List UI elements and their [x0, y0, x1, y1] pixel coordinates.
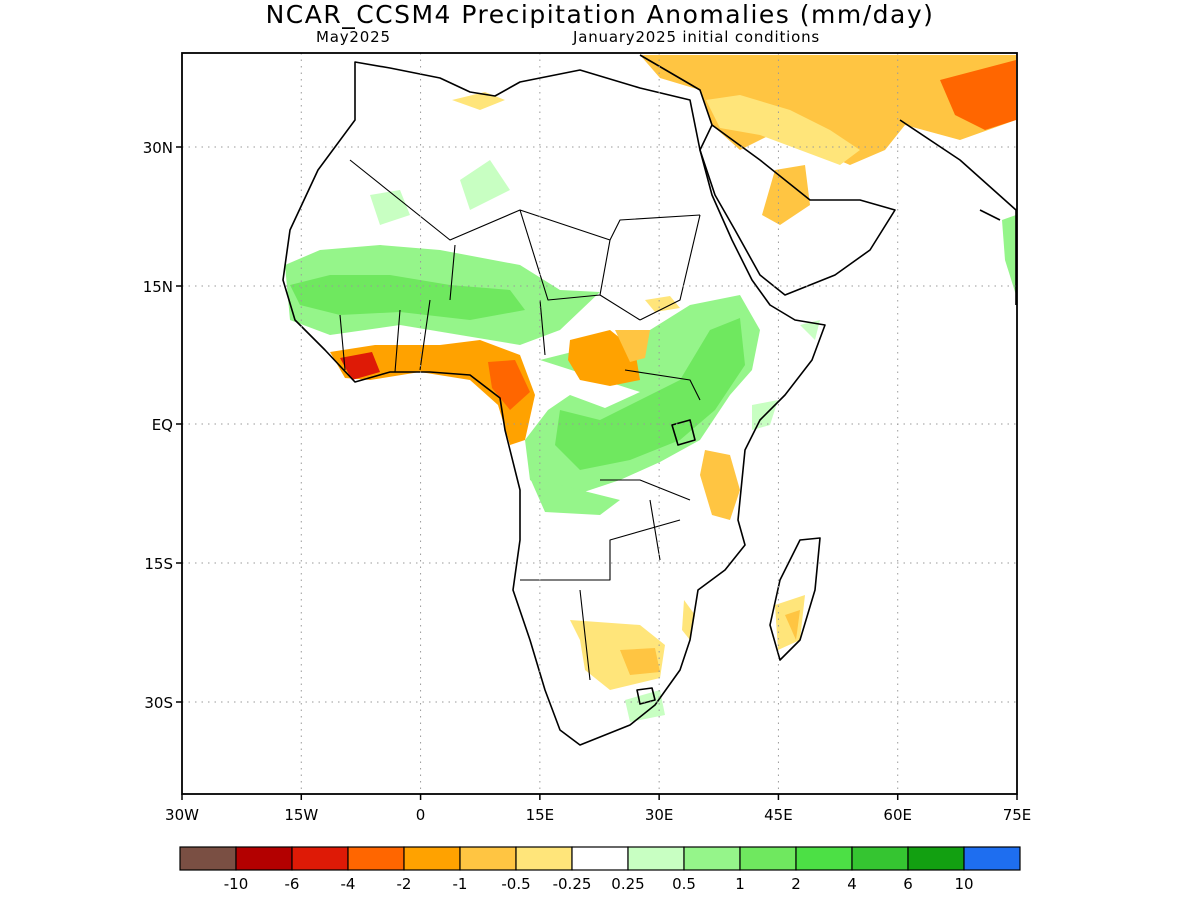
colorbar-label: -4 — [341, 875, 356, 893]
x-tick-label: 45E — [764, 806, 793, 824]
colorbar-label: -10 — [224, 875, 249, 893]
anomaly-india-wet — [1002, 215, 1016, 295]
arabia-coastline — [699, 124, 896, 296]
colorbar-swatch — [851, 846, 909, 871]
anomaly-mideast-dry-light — [706, 95, 860, 165]
colorbar-swatch — [459, 846, 517, 871]
x-tick-label: 75E — [1003, 806, 1032, 824]
coastlines — [282, 54, 1017, 746]
y-tick-label: 30N — [143, 139, 173, 157]
colorbar-swatch — [347, 846, 405, 871]
y-axis-labels: 30N 15N EQ 15S 30S — [143, 139, 173, 712]
anomaly-central-wet-inner — [555, 318, 745, 470]
anomaly-sahel-dry — [645, 296, 680, 312]
colorbar-swatch — [515, 846, 573, 871]
anomaly-guinea-dry-strong — [340, 352, 380, 380]
colorbar-label: 1 — [735, 875, 745, 893]
colorbar-label: -1 — [453, 875, 468, 893]
anomaly-mideast-dry — [640, 55, 1016, 165]
colorbar — [179, 846, 1021, 871]
colorbar-swatch — [235, 846, 293, 871]
anomaly-arabia-dry — [762, 165, 810, 225]
colorbar-swatch — [291, 846, 349, 871]
colorbar-label: 0.25 — [611, 875, 644, 893]
anomaly-sahel-wet-light — [370, 190, 410, 225]
anomaly-guinea-dry — [330, 340, 535, 445]
y-tick-label: 30S — [144, 694, 173, 712]
anomaly-car-dry-light — [615, 330, 650, 362]
colorbar-label: 2 — [791, 875, 801, 893]
madagascar-coastline — [769, 537, 821, 661]
anomaly-ethiopia-wet-light — [800, 320, 820, 340]
anomaly-iran-dry — [940, 60, 1016, 130]
anomaly-libya-dry — [452, 92, 505, 110]
anomaly-sahel-wet-inner — [290, 275, 525, 320]
colorbar-swatch — [795, 846, 853, 871]
colorbar-swatch — [627, 846, 685, 871]
colorbar-label: 0.5 — [672, 875, 696, 893]
lesotho — [636, 687, 656, 705]
y-tick-label: EQ — [152, 416, 173, 434]
colorbar-labels: -10 -6 -4 -2 -1 -0.5 -0.25 0.25 0.5 1 2 4 6 10 — [224, 875, 974, 893]
colorbar-swatch — [683, 846, 741, 871]
africa-coastline — [282, 61, 826, 746]
initial-conditions: January2025 initial conditions — [573, 28, 820, 46]
map-title: NCAR_CCSM4 Precipitation Anomalies (mm/d… — [265, 0, 935, 29]
anomaly-kenya-dry — [700, 450, 740, 520]
anomaly-sahara-wet-light — [460, 160, 510, 210]
colorbar-label: -0.5 — [501, 875, 530, 893]
y-tick-label: 15S — [144, 555, 173, 573]
x-tick-label: 60E — [883, 806, 912, 824]
colorbar-swatch — [403, 846, 461, 871]
x-tick-label: 15W — [284, 806, 318, 824]
anomaly-botswana-dry-inner — [620, 648, 660, 675]
x-tick-label: 30W — [165, 806, 199, 824]
colorbar-swatch — [739, 846, 797, 871]
colorbar-label: 6 — [903, 875, 913, 893]
colorbar-swatch — [963, 846, 1021, 871]
colorbar-label: -6 — [285, 875, 300, 893]
y-tick-label: 15N — [143, 278, 173, 296]
x-tick-label: 0 — [416, 806, 426, 824]
anomaly-fields — [285, 55, 1016, 722]
interior-borders — [339, 159, 701, 681]
colorbar-swatch — [571, 846, 629, 871]
colorbar-label: -0.25 — [553, 875, 592, 893]
colorbar-label: 4 — [847, 875, 857, 893]
eurasia-coastline — [639, 54, 1017, 305]
colorbar-swatch — [907, 846, 965, 871]
graticule — [182, 53, 1017, 794]
forecast-month: May2025 — [316, 28, 391, 46]
anomaly-madagascar-dry-inner — [785, 610, 800, 640]
lake-victoria — [671, 419, 696, 446]
colorbar-swatch — [179, 846, 237, 871]
x-tick-label: 15E — [526, 806, 555, 824]
x-axis-labels: 30W 15W 0 15E 30E 45E 60E 75E — [165, 806, 1031, 824]
axis-ticks — [176, 146, 1018, 800]
anomaly-cameroon-dry — [488, 360, 530, 410]
colorbar-label: -2 — [397, 875, 412, 893]
colorbar-label: 10 — [954, 875, 973, 893]
anomaly-drc-wet-south — [530, 478, 620, 515]
x-tick-label: 30E — [645, 806, 674, 824]
